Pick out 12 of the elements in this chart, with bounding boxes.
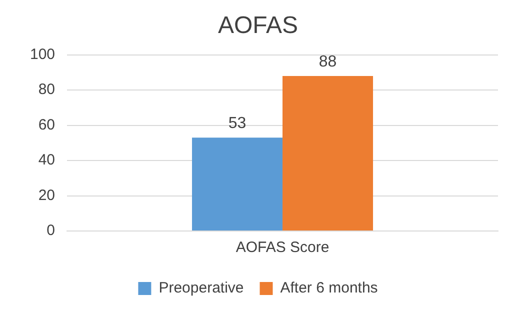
data-label: 53 xyxy=(228,115,246,132)
y-tick-label: 20 xyxy=(38,186,56,204)
y-tick-label: 40 xyxy=(38,152,56,169)
legend-label: After 6 months xyxy=(280,280,378,297)
y-tick-label: 60 xyxy=(38,116,56,134)
data-label: 88 xyxy=(318,53,337,70)
y-tick-label: 100 xyxy=(30,46,56,63)
y-tick-label: 80 xyxy=(38,81,56,98)
y-tick-label: 0 xyxy=(46,222,56,240)
legend-label: Preoperative xyxy=(158,280,244,297)
x-tick-label: AOFAS Score xyxy=(236,239,330,256)
chart-title: AOFAS xyxy=(218,12,298,40)
